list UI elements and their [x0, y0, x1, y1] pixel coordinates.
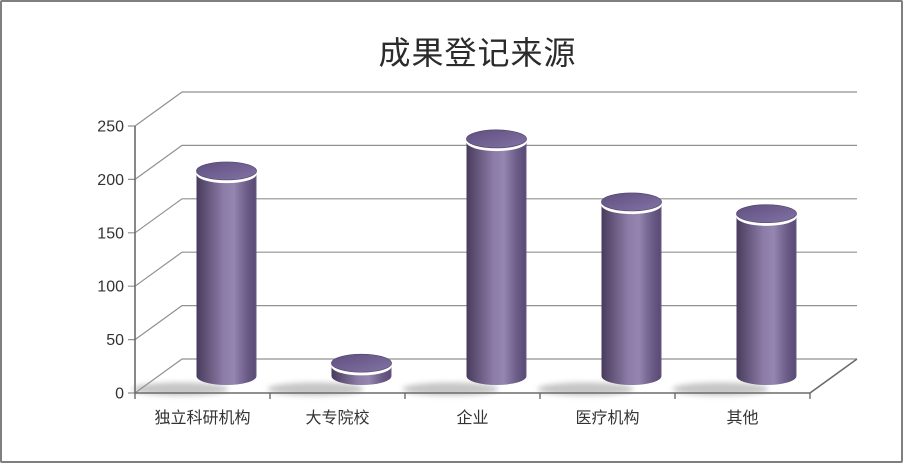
y-tick-label: 250 — [97, 119, 124, 136]
cylinder-bar — [331, 353, 392, 385]
category-label: 大专院校 — [305, 409, 369, 427]
y-tick-label: 200 — [97, 172, 124, 189]
cylinder-bar — [466, 129, 527, 385]
category-label: 企业 — [456, 409, 488, 427]
gridline — [128, 91, 857, 127]
y-tick-label: 50 — [106, 332, 124, 349]
cylinder-bar — [736, 204, 797, 385]
y-tick-label: 150 — [97, 225, 124, 242]
category-label: 医疗机构 — [575, 409, 639, 427]
category-label: 其他 — [726, 409, 758, 427]
category-label: 独立科研机构 — [154, 409, 250, 427]
cylinder-bar — [196, 161, 257, 385]
chart-title: 成果登记来源 — [378, 35, 577, 71]
cylinder-bar — [601, 192, 662, 385]
y-tick-label: 0 — [115, 386, 124, 403]
y-tick-label: 100 — [97, 279, 124, 296]
